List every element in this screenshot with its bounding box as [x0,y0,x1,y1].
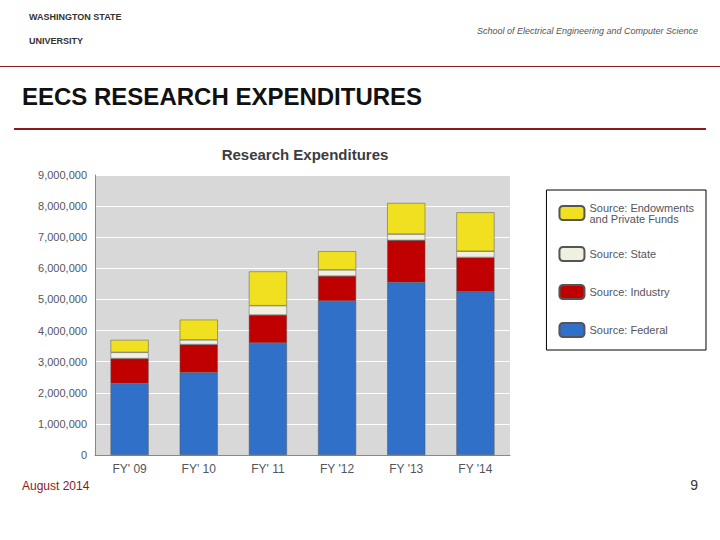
svg-text:9: 9 [690,477,698,493]
svg-text:8,000,000: 8,000,000 [38,200,87,212]
svg-text:and Private Funds: and Private Funds [589,213,679,225]
svg-text:School of Electrical Engineeri: School of Electrical Engineering and Com… [477,26,698,36]
svg-text:EECS RESEARCH EXPENDITURES: EECS RESEARCH EXPENDITURES [22,83,422,110]
svg-text:FY '14: FY '14 [458,462,492,476]
svg-text:FY' 09: FY' 09 [112,462,147,476]
svg-text:FY '13: FY '13 [389,462,423,476]
svg-text:2,000,000: 2,000,000 [38,387,87,399]
svg-text:Source: Industry: Source: Industry [589,286,670,298]
svg-text:FY' 10: FY' 10 [182,462,217,476]
svg-text:Source: State: Source: State [589,248,656,260]
svg-text:FY '12: FY '12 [320,462,354,476]
svg-text:9,000,000: 9,000,000 [38,169,87,181]
svg-text:7,000,000: 7,000,000 [38,231,87,243]
svg-text:4,000,000: 4,000,000 [38,325,87,337]
svg-text:WASHINGTON STATE: WASHINGTON STATE [29,12,122,22]
svg-text:1,000,000: 1,000,000 [38,418,87,430]
svg-text:6,000,000: 6,000,000 [38,262,87,274]
svg-text:August 2014: August 2014 [22,479,90,493]
svg-text:FY' 11: FY' 11 [251,462,285,476]
svg-text:0: 0 [81,449,87,461]
svg-text:5,000,000: 5,000,000 [38,293,87,305]
svg-text:Source: Endowments: Source: Endowments [589,201,694,214]
svg-text:3,000,000: 3,000,000 [38,356,87,368]
svg-text:Research Expenditures: Research Expenditures [222,146,389,163]
svg-text:Source: Federal: Source: Federal [589,324,667,336]
svg-text:UNIVERSITY: UNIVERSITY [29,36,83,46]
